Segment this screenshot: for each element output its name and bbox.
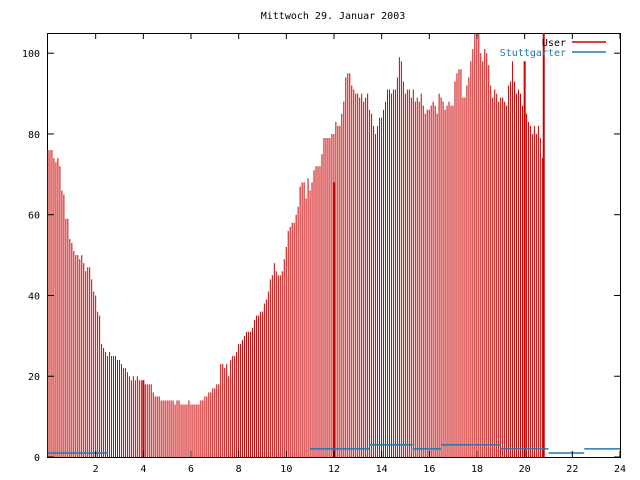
x-tick-label: 8 [236,464,242,475]
x-tick-label: 20 [519,464,531,475]
x-tick-label: 22 [566,464,578,475]
y-tick-label: 80 [28,130,40,141]
chart-title: Mittwoch 29. Januar 2003 [261,11,406,22]
y-tick-label: 20 [28,372,40,383]
series-user-bars [47,33,545,457]
x-tick-label: 14 [376,464,388,475]
legend: User Stuttgarter [500,38,606,59]
legend-entry-stuttgarter-label: Stuttgarter [500,48,566,59]
legend-entry-user-label: User [542,38,566,49]
y-tick-label: 100 [22,49,40,60]
y-tick-label: 60 [28,211,40,222]
x-tick-label: 6 [188,464,194,475]
y-tick-label: 0 [34,453,40,464]
x-tick-label: 16 [423,464,435,475]
x-tick-label: 10 [280,464,292,475]
y-tick-label: 40 [28,291,40,302]
x-tick-label: 18 [471,464,483,475]
series-stuttgarter-bars [48,444,620,454]
x-tick-label: 12 [328,464,340,475]
x-tick-label: 4 [140,464,146,475]
x-tick-label: 24 [614,464,626,475]
x-tick-label: 2 [93,464,99,475]
